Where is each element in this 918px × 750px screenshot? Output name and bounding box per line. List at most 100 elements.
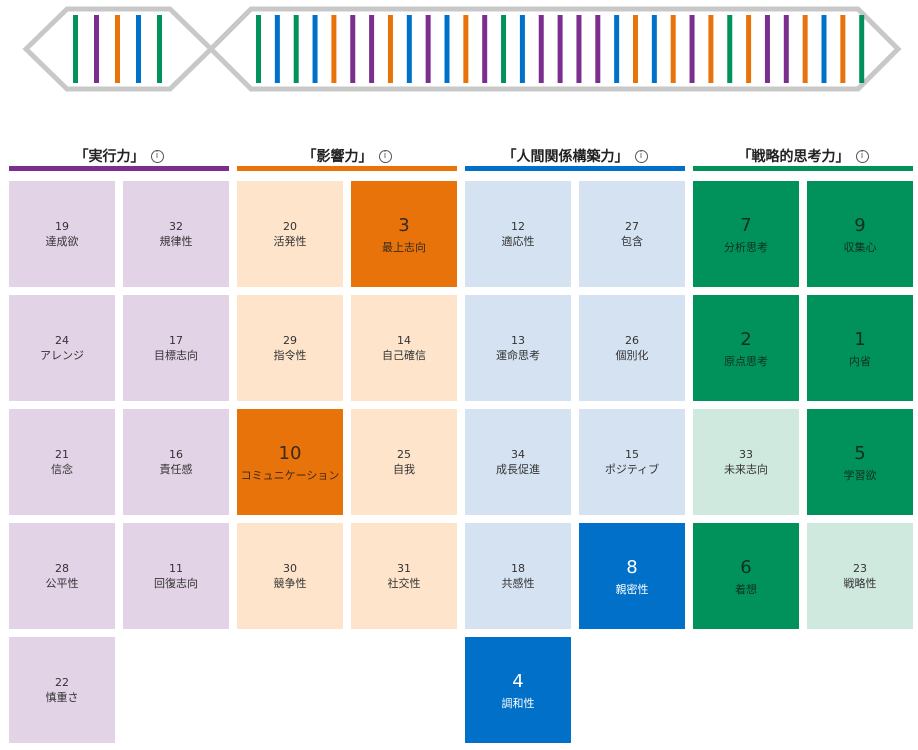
theme-name: 社交性 — [387, 577, 421, 590]
theme-rank: 2 — [740, 328, 752, 350]
theme-rank: 5 — [854, 442, 866, 464]
theme-rank: 12 — [511, 220, 525, 233]
theme-name: 包含 — [621, 235, 643, 248]
info-icon[interactable]: i — [150, 150, 164, 163]
dna-strand-relationship — [274, 15, 280, 83]
theme-tile[interactable]: 28 公平性 — [9, 523, 115, 629]
theme-tile[interactable]: 33 未来志向 — [693, 409, 799, 515]
theme-name: 運命思考 — [496, 349, 540, 362]
theme-rank: 14 — [397, 334, 411, 347]
theme-tile[interactable]: 22 慎重さ — [9, 637, 115, 743]
dna-strand-execution — [576, 15, 582, 83]
dna-strand-influence — [840, 15, 846, 83]
theme-tile[interactable]: 10 コミュニケーション — [237, 409, 343, 515]
domain-header-influence: 「影響力」 i — [237, 146, 457, 172]
theme-tile[interactable]: 26 個別化 — [579, 295, 685, 401]
theme-rank: 7 — [740, 214, 752, 236]
dna-strand-influence — [802, 15, 808, 83]
theme-tile[interactable]: 29 指令性 — [237, 295, 343, 401]
theme-rank: 13 — [511, 334, 525, 347]
domain-title: 「影響力」 — [302, 149, 373, 165]
dna-strand-relationship — [821, 15, 827, 83]
theme-rank: 17 — [169, 334, 183, 347]
theme-rank: 1 — [854, 328, 866, 350]
domain-color-bar — [465, 166, 685, 171]
theme-tile[interactable]: 34 成長促進 — [465, 409, 571, 515]
domain-title: 「戦略的思考力」 — [737, 149, 850, 165]
theme-tile[interactable]: 15 ポジティブ — [579, 409, 685, 515]
theme-tile[interactable]: 27 包含 — [579, 181, 685, 287]
theme-name: 責任感 — [159, 463, 193, 476]
theme-tile[interactable]: 24 アレンジ — [9, 295, 115, 401]
theme-tile[interactable]: 9 収集心 — [807, 181, 913, 287]
theme-tile[interactable]: 21 信念 — [9, 409, 115, 515]
theme-tile[interactable]: 6 着想 — [693, 523, 799, 629]
theme-tile[interactable]: 13 運命思考 — [465, 295, 571, 401]
dna-outline — [207, 6, 902, 92]
theme-tile[interactable]: 25 自我 — [351, 409, 457, 515]
dna-strand-strategic — [73, 15, 78, 83]
theme-tile[interactable]: 16 責任感 — [123, 409, 229, 515]
dna-strand-relationship — [651, 15, 657, 83]
theme-name: 個別化 — [615, 349, 649, 362]
theme-tile[interactable]: 31 社交性 — [351, 523, 457, 629]
theme-name: 分析思考 — [724, 240, 768, 254]
theme-tile[interactable]: 18 共感性 — [465, 523, 571, 629]
dna-strand-influence — [746, 15, 752, 83]
theme-rank: 6 — [740, 556, 752, 578]
theme-tile[interactable]: 23 戦略性 — [807, 523, 913, 629]
dna-strand-influence — [463, 15, 469, 83]
theme-tile[interactable]: 2 原点思考 — [693, 295, 799, 401]
info-icon[interactable]: i — [378, 150, 392, 163]
theme-tile[interactable]: 20 活発性 — [237, 181, 343, 287]
theme-name: 学習欲 — [843, 468, 877, 482]
dna-strand-execution — [538, 15, 544, 83]
info-icon[interactable]: i — [855, 150, 869, 163]
dna-strand-strategic — [859, 15, 865, 83]
dna-strand-influence — [708, 15, 714, 83]
domain-header-execution: 「実行力」 i — [9, 146, 229, 172]
domain-color-bar — [237, 166, 457, 171]
theme-name: 内省 — [849, 354, 871, 368]
domain-title: 「人間関係構築力」 — [502, 149, 629, 165]
theme-rank: 4 — [512, 670, 524, 692]
dna-strand-execution — [369, 15, 375, 83]
theme-tile[interactable]: 4 調和性 — [465, 637, 571, 743]
theme-tile[interactable]: 1 内省 — [807, 295, 913, 401]
theme-tile[interactable]: 19 達成欲 — [9, 181, 115, 287]
theme-tile[interactable]: 11 回復志向 — [123, 523, 229, 629]
dna-strand-influence — [387, 15, 393, 83]
dna-strand-relationship — [136, 15, 141, 83]
theme-rank: 3 — [398, 214, 410, 236]
theme-tile[interactable]: 14 自己確信 — [351, 295, 457, 401]
domain-title: 「実行力」 — [74, 149, 145, 165]
theme-name: ポジティブ — [604, 463, 660, 476]
theme-rank: 34 — [511, 448, 525, 461]
strengths-dna-strip — [22, 6, 902, 92]
domain-color-bar — [9, 166, 229, 171]
theme-tile[interactable]: 30 競争性 — [237, 523, 343, 629]
theme-name: 回復志向 — [154, 577, 198, 590]
theme-rank: 29 — [283, 334, 297, 347]
theme-name: 指令性 — [273, 349, 307, 362]
info-icon[interactable]: i — [634, 150, 648, 163]
dna-strand-execution — [94, 15, 99, 83]
theme-tile[interactable]: 3 最上志向 — [351, 181, 457, 287]
theme-tile[interactable]: 17 目標志向 — [123, 295, 229, 401]
theme-tile[interactable]: 12 適応性 — [465, 181, 571, 287]
theme-tile[interactable]: 8 親密性 — [579, 523, 685, 629]
dna-strand-strategic — [501, 15, 507, 83]
theme-name: 共感性 — [501, 577, 535, 590]
theme-tile[interactable]: 5 学習欲 — [807, 409, 913, 515]
theme-rank: 18 — [511, 562, 525, 575]
theme-name: 着想 — [735, 582, 757, 596]
theme-tile[interactable]: 32 規律性 — [123, 181, 229, 287]
theme-tile[interactable]: 7 分析思考 — [693, 181, 799, 287]
theme-name: 親密性 — [615, 582, 649, 596]
theme-rank: 20 — [283, 220, 297, 233]
theme-rank: 30 — [283, 562, 297, 575]
theme-rank: 9 — [854, 214, 866, 236]
theme-rank: 31 — [397, 562, 411, 575]
theme-rank: 28 — [55, 562, 69, 575]
theme-name: 未来志向 — [724, 463, 768, 476]
